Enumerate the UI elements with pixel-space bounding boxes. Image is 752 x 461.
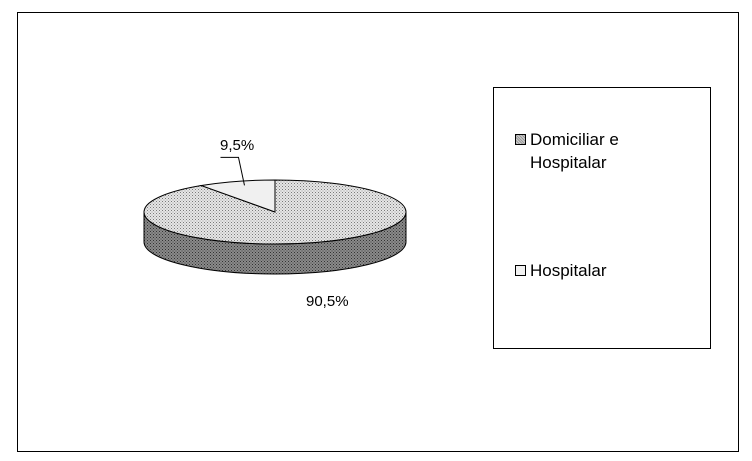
data-label-hospitalar: 9,5% bbox=[220, 137, 255, 154]
legend-item-domiciliar-e-hospitalar: Domiciliar e Hospitalar bbox=[515, 128, 700, 174]
legend: Domiciliar e Hospitalar Hospitalar bbox=[493, 87, 711, 349]
legend-swatch-hospitalar bbox=[515, 265, 526, 276]
data-label-domiciliar-e-hospitalar: 90,5% bbox=[306, 293, 349, 310]
chart-frame bbox=[17, 12, 739, 452]
legend-swatch-domiciliar bbox=[515, 134, 526, 145]
leader-line-hospitalar bbox=[220, 156, 245, 186]
legend-label: Hospitalar bbox=[530, 261, 607, 280]
legend-item-hospitalar: Hospitalar bbox=[515, 259, 700, 282]
legend-label: Domiciliar e Hospitalar bbox=[530, 130, 619, 172]
pie-slice-hospitalar bbox=[199, 179, 276, 213]
